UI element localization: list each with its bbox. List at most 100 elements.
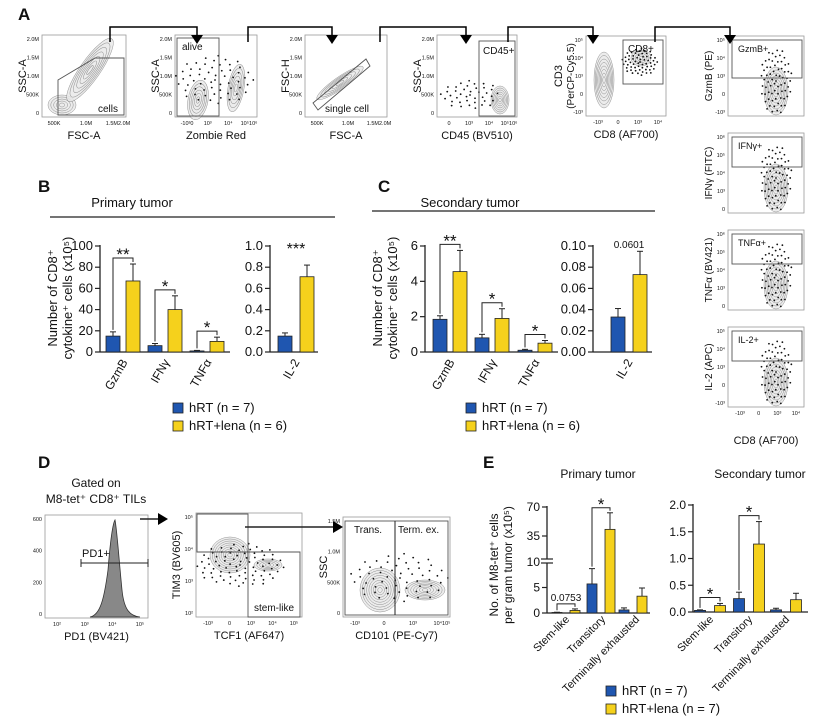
event-dot [780, 395, 783, 398]
event-dot [781, 381, 783, 384]
event-dot [254, 570, 257, 573]
event-dot [784, 104, 786, 107]
density-contour [231, 75, 241, 101]
event-dot [773, 202, 776, 205]
event-dot [767, 178, 770, 180]
y-tick-label: 500K [159, 93, 172, 99]
x-axis-label: FSC-A [68, 130, 102, 142]
event-dot [239, 560, 242, 563]
event-dot [650, 53, 653, 56]
event-dot [490, 95, 493, 98]
y-tick-label: 10⁵ [717, 152, 725, 159]
density-contour [377, 587, 383, 593]
event-dot [773, 186, 776, 189]
event-dot [771, 343, 774, 346]
bar-hrt-lena [790, 599, 802, 613]
event-dot [632, 58, 634, 60]
event-dot [789, 90, 792, 93]
event-dot [201, 560, 203, 563]
event-dot [763, 78, 766, 81]
event-dot [637, 54, 640, 56]
gate-label: GzmB+ [738, 44, 768, 54]
event-dot [268, 562, 271, 565]
event-dot [783, 264, 786, 267]
bar-hrt [517, 349, 533, 353]
event-dot [768, 51, 770, 54]
event-dot [260, 574, 263, 577]
event-dot [645, 62, 648, 65]
event-dot [243, 552, 246, 555]
x-tick-label: IFNγ [148, 357, 173, 386]
event-dot [362, 587, 365, 590]
event-dot [766, 163, 769, 166]
event-dot [764, 391, 767, 394]
event-dot [779, 305, 782, 308]
event-dot [429, 596, 431, 599]
y-tick-label: 0 [337, 611, 340, 617]
event-dot [229, 576, 232, 578]
x-tick-label: 10⁵ [136, 621, 144, 628]
y-tick-label: 0.2 [245, 323, 263, 338]
event-dot [783, 179, 786, 182]
event-dot [764, 156, 767, 159]
event-dot [626, 63, 629, 66]
event-dot [790, 266, 793, 269]
event-dot [483, 86, 485, 89]
event-dot [771, 52, 774, 55]
event-dot [771, 369, 774, 372]
flow-plot-cd45: 2.0M 1.5M 1.0M 500K 0 0 10³ 10⁴ 10⁵10⁶ SSC-A CD45 … [412, 34, 518, 142]
event-dot [783, 388, 786, 391]
event-dot [630, 66, 633, 68]
event-dot [353, 581, 356, 583]
y-tick-label: 10⁶ [717, 231, 725, 238]
x-tick-label: -10³ [735, 411, 745, 417]
y-tick-label: 1.5 [669, 525, 686, 539]
density-contour [763, 66, 789, 116]
event-dot [204, 94, 207, 97]
event-dot [439, 93, 442, 96]
event-dot [270, 567, 273, 570]
event-dot [656, 61, 659, 63]
gate-label: Trans. [354, 525, 382, 536]
y-tick-label: 10⁵ [185, 514, 193, 521]
event-dot [242, 581, 245, 584]
event-dot [182, 77, 185, 80]
event-dot [626, 70, 629, 73]
y-axis-label: Number of CD8⁺ [45, 249, 60, 346]
legend-swatch-hrt [605, 685, 617, 697]
y-axis-label: IFNγ (FITC) [704, 147, 715, 200]
y-tick-label: 10⁴ [185, 546, 194, 553]
event-dot [439, 581, 442, 584]
legend-label: hRT (n = 7) [482, 400, 548, 415]
y-tick-label: 1.0M [27, 74, 40, 80]
event-dot [194, 88, 197, 90]
event-dot [784, 355, 787, 357]
y-tick-label: 5 [533, 581, 540, 595]
event-dot [652, 67, 655, 70]
event-dot [490, 88, 493, 91]
event-dot [773, 283, 776, 286]
event-dot [427, 558, 430, 561]
density-contour [226, 64, 246, 112]
event-dot [624, 56, 627, 59]
density-contour [73, 47, 107, 93]
event-dot [223, 75, 226, 77]
event-dot [761, 376, 764, 378]
y-tick-label: 0 [580, 92, 583, 98]
significance-bracket [524, 334, 546, 348]
gating-arrow [654, 26, 731, 42]
gate [196, 513, 301, 618]
y-tick-label: 0.02 [561, 323, 586, 338]
event-dot [771, 351, 774, 353]
x-tick-label: 1.5M2.0M [106, 121, 131, 127]
event-dot [774, 346, 777, 349]
event-dot [637, 62, 640, 65]
flow-plot-cells: 2.0M 1.5M 1.0M 500K 0 500K 1.0M 1.5M2.0M SSC-A FS… [17, 34, 131, 142]
x-tick-label: 500K [311, 121, 324, 127]
flow-plot-cytokine: 10⁵ 10⁴ 10³ 0 -10³ GzmB (PE) GzmB+ [704, 35, 805, 117]
event-dot [779, 208, 782, 211]
event-dot [769, 364, 772, 366]
gating-arrow [379, 26, 467, 42]
event-dot [760, 268, 763, 271]
event-dot [645, 55, 648, 58]
